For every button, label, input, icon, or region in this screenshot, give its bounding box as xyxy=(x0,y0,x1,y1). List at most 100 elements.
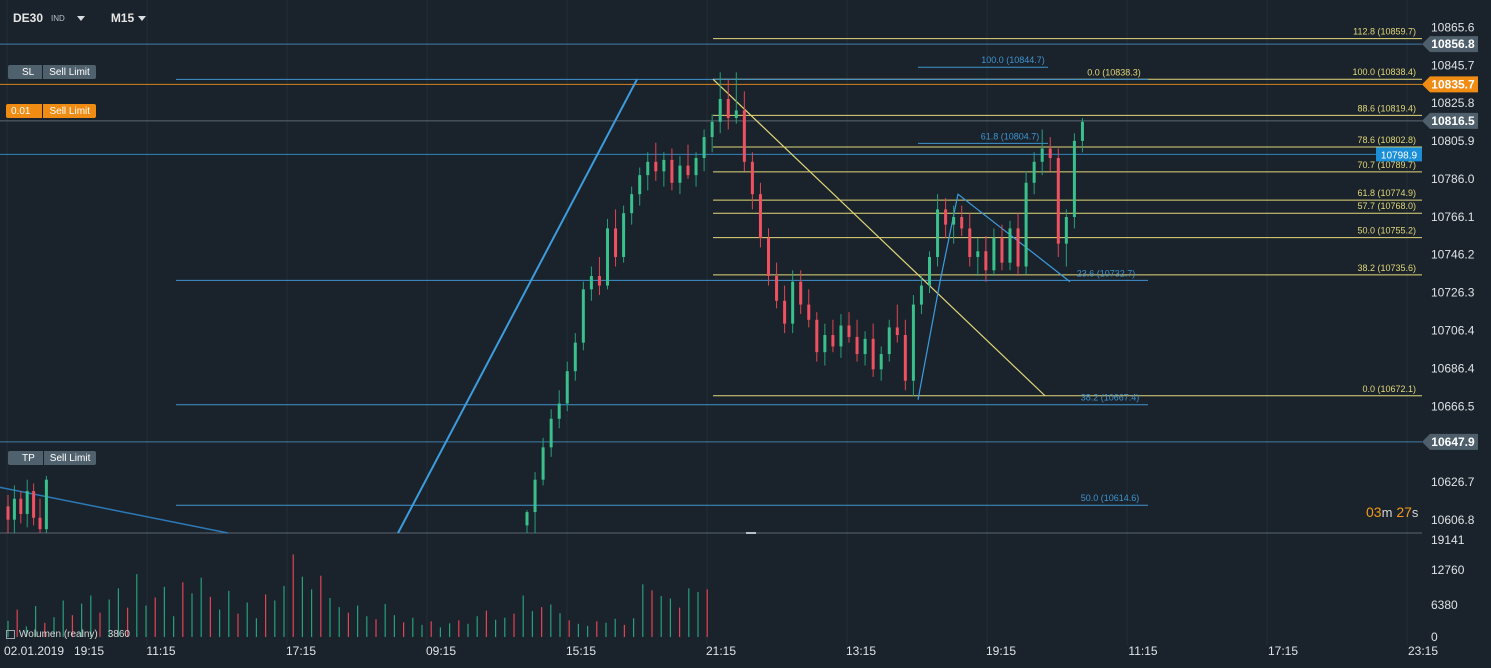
candle-body xyxy=(557,403,561,419)
price-tick-label: 10706.4 xyxy=(1431,323,1475,337)
candle-body xyxy=(855,336,859,355)
volume-indicator-name: Wolumen (realny) xyxy=(19,629,98,640)
countdown-seconds: 27 xyxy=(1396,504,1412,520)
fib-level-label: 78.6 (10802.8) xyxy=(1357,135,1416,145)
candle-body xyxy=(831,335,835,347)
price-tick-label: 10726.3 xyxy=(1431,286,1475,300)
volume-indicator-label[interactable]: Wolumen (realny) 3860 xyxy=(6,629,130,640)
fib-blue-label: 23.6 (10732.7) xyxy=(1077,268,1136,278)
candle-body xyxy=(589,276,593,290)
candle-body xyxy=(928,256,931,286)
trend-line xyxy=(0,486,229,534)
candle-body xyxy=(742,110,746,162)
candle-body xyxy=(758,194,762,238)
candle-body xyxy=(549,418,553,448)
candle-body xyxy=(726,98,730,119)
current-price-badge xyxy=(1376,147,1422,162)
volume-indicator-value: 3860 xyxy=(107,629,130,640)
candle-body xyxy=(1000,237,1004,263)
candle-body xyxy=(630,194,634,214)
price-marker-badge xyxy=(1422,76,1478,93)
price-tick-label: 10805.9 xyxy=(1431,134,1475,148)
symbol-dropdown-icon[interactable] xyxy=(76,15,85,21)
countdown-minutes-unit: m xyxy=(1381,505,1393,520)
candle-body xyxy=(606,228,609,286)
volume-tick-label: 12760 xyxy=(1431,563,1465,577)
candle-body xyxy=(863,338,867,355)
candle-body xyxy=(1040,148,1044,162)
candle-body xyxy=(662,159,666,172)
candle-body xyxy=(911,304,915,381)
candle-body xyxy=(597,276,601,286)
time-tick-label: 13:15 xyxy=(846,644,876,658)
sl-order-tag[interactable]: SL Sell Limit xyxy=(8,65,96,79)
symbol-name[interactable]: DE30 xyxy=(13,11,44,25)
tp-order-tag[interactable]: TP Sell Limit xyxy=(8,451,97,465)
candle-body xyxy=(614,228,618,257)
order-lines xyxy=(0,43,1422,443)
fib-level-label: 61.8 (10774.9) xyxy=(1357,188,1416,198)
price-marker-label: 10816.5 xyxy=(1431,114,1475,128)
candle-body xyxy=(871,338,875,370)
candle-body xyxy=(565,371,569,404)
current-price-label: 10798.9 xyxy=(1381,150,1418,161)
price-tick-label: 10686.4 xyxy=(1431,362,1475,376)
fib-level-label: 100.0 (10838.4) xyxy=(1352,67,1416,77)
order-tag-kind: SL xyxy=(8,65,43,79)
candle-body xyxy=(799,281,803,305)
entry-order-tag[interactable]: 0.01 Sell Limit xyxy=(6,104,97,118)
timeframe-dropdown-icon[interactable] xyxy=(138,15,147,21)
candle-body xyxy=(622,213,626,257)
time-tick-label: 09:15 xyxy=(426,644,456,658)
price-tick-label: 10865.6 xyxy=(1431,20,1475,34)
volume-bars xyxy=(7,554,708,637)
candle-body xyxy=(807,304,811,320)
candle-body xyxy=(573,342,577,372)
candle-body xyxy=(32,491,36,518)
time-tick-label: 23:15 xyxy=(1408,644,1438,658)
candle-body xyxy=(1024,182,1028,267)
candle-body xyxy=(1008,228,1012,263)
timeframe-selector[interactable]: M15 xyxy=(110,11,135,25)
candle-body xyxy=(710,121,714,138)
price-tick-label: 10845.7 xyxy=(1431,58,1475,72)
candle-body xyxy=(936,209,940,257)
candle-body xyxy=(6,506,10,520)
price-tick-label: 10766.1 xyxy=(1431,210,1475,224)
candle-body xyxy=(678,165,682,183)
candle-body xyxy=(944,209,948,225)
trend-lines xyxy=(0,78,1071,534)
candle-body xyxy=(541,447,545,480)
candle-body xyxy=(1064,217,1068,244)
price-marker-label: 10647.9 xyxy=(1431,435,1475,449)
price-tick-label: 10786.0 xyxy=(1431,172,1475,186)
fib-level-label: 50.0 (10755.2) xyxy=(1357,226,1416,236)
price-tick-label: 10666.5 xyxy=(1431,399,1475,413)
fib-blue-label: 100.0 (10844.7) xyxy=(981,55,1045,65)
fib-blue-label: 61.8 (10804.7) xyxy=(981,131,1040,141)
price-marker-badge xyxy=(1422,112,1478,129)
candle-body xyxy=(525,512,529,526)
order-tag-kind: TP xyxy=(8,451,43,465)
volume-tick-label: 19141 xyxy=(1431,533,1465,547)
candle-body xyxy=(670,159,674,183)
candle-body xyxy=(783,300,787,324)
order-tag-volume: 0.01 xyxy=(6,104,43,118)
candle-body xyxy=(992,237,996,271)
order-tag-type: Sell Limit xyxy=(43,451,97,465)
candle-body xyxy=(968,228,972,257)
candlesticks xyxy=(6,72,1084,533)
price-marker-badge xyxy=(1422,36,1478,53)
countdown-seconds-unit: s xyxy=(1411,505,1419,520)
candle-body xyxy=(19,498,23,514)
candle-body xyxy=(734,110,738,119)
time-tick-label: 11:15 xyxy=(1128,644,1157,658)
order-tag-type: Sell Limit xyxy=(43,104,97,118)
time-tick-label: 17:15 xyxy=(1268,644,1298,658)
indicator-settings-icon[interactable] xyxy=(6,630,15,639)
candle-body xyxy=(976,251,980,257)
candle-body xyxy=(654,161,658,172)
candle-body xyxy=(38,517,42,530)
price-tick-label: 10746.2 xyxy=(1431,248,1475,262)
